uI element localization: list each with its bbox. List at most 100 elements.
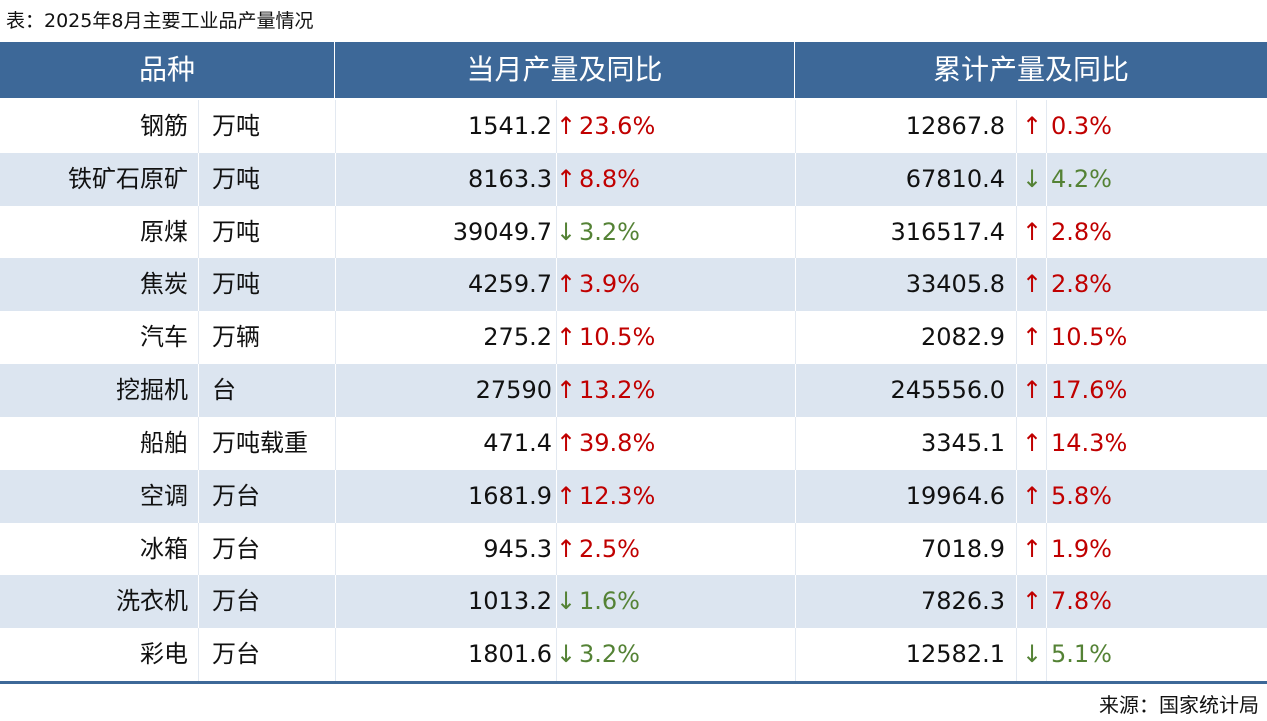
total-output: 67810.4: [905, 164, 1005, 193]
total-arrow: ↑: [1022, 323, 1043, 352]
cell-divider: [335, 152, 336, 206]
month-change: 1.6%: [579, 587, 640, 616]
cell-divider: [1046, 258, 1047, 312]
total-output: 12867.8: [905, 112, 1005, 140]
cell-divider: [198, 152, 199, 206]
cell-divider: [335, 628, 336, 681]
month-arrow: ↓: [556, 587, 577, 616]
month-arrow: ↑: [556, 481, 577, 510]
cell-divider: [556, 258, 557, 312]
month-change: 2.5%: [579, 534, 640, 563]
unit: 万吨: [212, 217, 260, 246]
table-row: 焦炭 万吨 4259.7 ↑ 3.9% 33405.8 ↑ 2.8%: [0, 258, 1267, 312]
table-row: 彩电 万台 1801.6 ↓ 3.2% 12582.1 ↓ 5.1%: [0, 628, 1267, 681]
cell-divider: [795, 205, 796, 259]
cell-divider: [1046, 469, 1047, 523]
cell-divider: [1016, 100, 1017, 153]
month-change: 23.6%: [579, 112, 656, 140]
cell-divider: [1046, 522, 1047, 576]
cell-divider: [1046, 152, 1047, 206]
total-change: 1.9%: [1051, 534, 1112, 563]
table-row: 挖掘机台 27590 ↑ 13.2% 245556.0 ↑ 17.6%: [0, 364, 1267, 417]
table-row: 船舶 万吨载重 471.4 ↑ 39.8% 3345.1 ↑ 14.3%: [0, 416, 1267, 470]
table-row: 汽车 万辆 275.2 ↑ 10.5% 2082.9 ↑ 10.5%: [0, 311, 1267, 365]
cell-divider: [556, 100, 557, 153]
month-arrow: ↑: [556, 534, 577, 563]
total-output: 7018.9: [921, 534, 1005, 563]
unit: 万吨: [212, 112, 260, 140]
cell-divider: [556, 575, 557, 629]
total-change: 4.2%: [1051, 164, 1112, 193]
cell-divider: [335, 364, 336, 417]
header-cell: 累计产量及同比: [795, 42, 1267, 98]
table-title: 表：2025年8月主要工业品产量情况: [6, 10, 314, 32]
cell-divider: [795, 522, 796, 576]
table-row: 钢筋 万吨 1541.2 ↑ 23.6% 12867.8 ↑ 0.3%: [0, 100, 1267, 153]
total-output: 12582.1: [905, 640, 1005, 669]
cell-divider: [1016, 469, 1017, 523]
cell-divider: [1016, 364, 1017, 417]
cell-divider: [795, 364, 796, 417]
product-name: 船舶: [140, 428, 188, 457]
product-name: 空调: [140, 481, 188, 510]
month-change: 8.8%: [579, 164, 640, 193]
cell-divider: [335, 469, 336, 523]
month-change: 12.3%: [579, 481, 656, 510]
month-arrow: ↑: [556, 428, 577, 457]
cell-divider: [335, 522, 336, 576]
unit: 万台: [212, 481, 260, 510]
month-change: 3.9%: [579, 270, 640, 299]
total-output: 3345.1: [921, 428, 1005, 457]
product-name: 洗衣机: [116, 587, 188, 616]
source-note: 来源：国家统计局: [1099, 693, 1259, 717]
cell-divider: [198, 575, 199, 629]
table-row: 空调 万台 1681.9 ↑ 12.3% 19964.6 ↑ 5.8%: [0, 469, 1267, 523]
cell-divider: [556, 152, 557, 206]
cell-divider: [1016, 311, 1017, 365]
month-change: 13.2%: [579, 376, 656, 405]
cell-divider: [198, 522, 199, 576]
cell-divider: [198, 311, 199, 365]
cell-divider: [198, 205, 199, 259]
month-output: 1801.6: [468, 640, 552, 669]
month-arrow: ↑: [556, 270, 577, 299]
month-output: 275.2: [483, 323, 552, 352]
cell-divider: [1016, 258, 1017, 312]
header-cell: 当月产量及同比: [335, 42, 794, 98]
total-change: 0.3%: [1051, 112, 1112, 140]
bottom-rule: [0, 681, 1267, 684]
cell-divider: [1016, 575, 1017, 629]
total-change: 5.8%: [1051, 481, 1112, 510]
cell-divider: [1046, 628, 1047, 681]
unit: 台: [212, 376, 236, 405]
cell-divider: [556, 628, 557, 681]
total-output: 316517.4: [890, 217, 1005, 246]
product-name: 钢筋: [140, 112, 188, 140]
total-arrow: ↑: [1022, 481, 1043, 510]
total-arrow: ↑: [1022, 428, 1043, 457]
cell-divider: [198, 628, 199, 681]
total-change: 10.5%: [1051, 323, 1128, 352]
unit: 万台: [212, 640, 260, 669]
cell-divider: [198, 258, 199, 312]
cell-divider: [335, 311, 336, 365]
month-output: 1681.9: [468, 481, 552, 510]
cell-divider: [1016, 628, 1017, 681]
unit: 万吨: [212, 164, 260, 193]
product-name: 汽车: [140, 323, 188, 352]
total-change: 7.8%: [1051, 587, 1112, 616]
cell-divider: [795, 416, 796, 470]
cell-divider: [795, 152, 796, 206]
month-arrow: ↓: [556, 640, 577, 669]
month-change: 3.2%: [579, 640, 640, 669]
cell-divider: [556, 364, 557, 417]
month-output: 471.4: [483, 428, 552, 457]
cell-divider: [795, 100, 796, 153]
total-arrow: ↑: [1022, 217, 1043, 246]
cell-divider: [1016, 416, 1017, 470]
total-change: 5.1%: [1051, 640, 1112, 669]
total-arrow: ↑: [1022, 270, 1043, 299]
total-arrow: ↓: [1022, 164, 1043, 193]
month-arrow: ↑: [556, 112, 577, 140]
header-cell: 品种: [0, 42, 334, 98]
